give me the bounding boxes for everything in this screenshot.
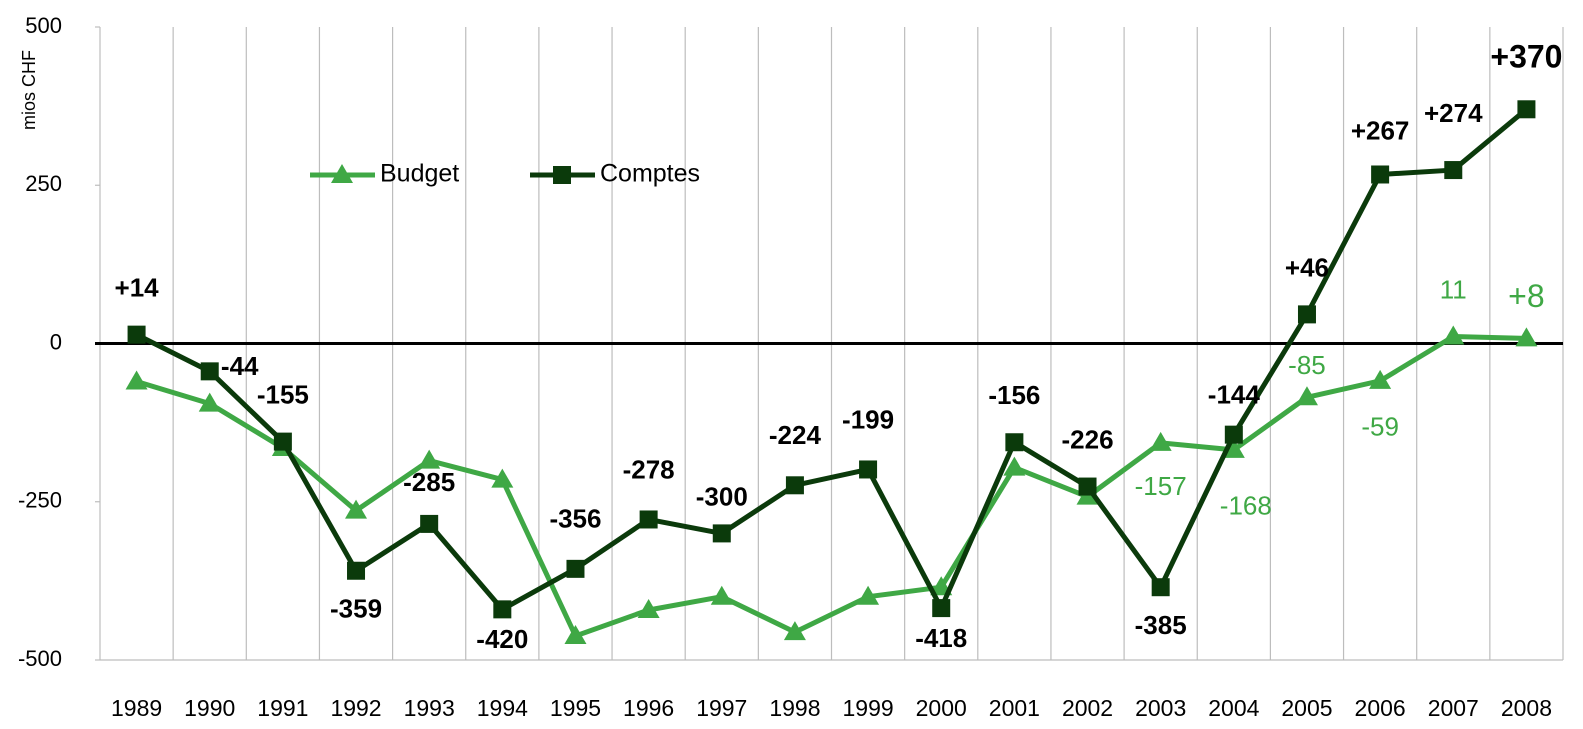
data-label: +370 [1490, 39, 1562, 75]
y-tick-label: 250 [25, 171, 62, 196]
data-label: +267 [1351, 115, 1410, 145]
legend-label: Budget [380, 160, 459, 188]
data-label: +8 [1508, 278, 1544, 314]
point [1224, 425, 1243, 444]
data-label: -199 [842, 404, 894, 434]
point [200, 362, 219, 381]
data-label: -85 [1288, 350, 1326, 380]
data-label: -285 [403, 467, 455, 497]
x-tick-label: 2005 [1281, 695, 1332, 721]
point [932, 599, 951, 618]
point [1369, 369, 1392, 389]
legend-marker [553, 166, 571, 184]
y-tick-label: -500 [18, 646, 62, 671]
x-tick-label: 1992 [330, 695, 381, 721]
data-label: -155 [257, 379, 309, 409]
data-label: -385 [1135, 610, 1187, 640]
legend-marker [331, 164, 353, 183]
point [564, 624, 587, 644]
series-line [135, 334, 1527, 639]
point [710, 585, 733, 605]
data-label: -356 [549, 504, 601, 534]
data-label: -300 [696, 481, 748, 511]
point [857, 585, 880, 605]
point [347, 561, 366, 580]
data-label: -420 [476, 624, 528, 654]
y-tick-label: -250 [18, 488, 62, 513]
data-label: -224 [769, 420, 822, 450]
point [127, 325, 146, 344]
x-tick-label: 1993 [404, 695, 455, 721]
point [1151, 578, 1170, 597]
series-line [135, 107, 1529, 612]
point [637, 598, 660, 618]
point [1149, 431, 1172, 451]
point [1371, 165, 1390, 184]
legend-label: Comptes [600, 160, 700, 188]
data-label: -418 [915, 623, 967, 653]
point [1078, 477, 1097, 496]
point [566, 559, 585, 578]
point [1515, 327, 1538, 347]
data-label: -168 [1220, 491, 1272, 521]
x-tick-label: 1998 [769, 695, 820, 721]
data-label: +46 [1285, 252, 1329, 282]
point [493, 600, 512, 619]
point [1444, 161, 1463, 180]
x-tick-label: 1995 [550, 695, 601, 721]
x-tick-label: 1989 [111, 695, 162, 721]
point [345, 499, 368, 519]
point [418, 449, 441, 469]
data-label: -359 [330, 594, 382, 624]
x-tick-label: 2008 [1501, 695, 1552, 721]
data-label: +14 [115, 273, 160, 303]
point [639, 510, 658, 529]
point [1295, 386, 1318, 406]
point [859, 460, 878, 479]
point [198, 392, 221, 412]
data-label: 11 [1440, 274, 1467, 304]
point [1517, 100, 1536, 119]
data-label: -278 [623, 454, 675, 484]
point [1222, 438, 1245, 458]
x-tick-label: 1994 [477, 695, 528, 721]
y-axis-label: mios CHF [19, 50, 39, 130]
data-label: -226 [1062, 424, 1114, 454]
x-tick-label: 2006 [1355, 695, 1406, 721]
x-tick-label: 2003 [1135, 695, 1186, 721]
x-tick-label: 1999 [842, 695, 893, 721]
point [712, 524, 731, 543]
x-tick-label: 1996 [623, 695, 674, 721]
data-label: -156 [988, 380, 1040, 410]
data-label: -44 [221, 351, 259, 381]
point [785, 476, 804, 495]
y-tick-label: 0 [50, 329, 62, 354]
point [1005, 433, 1024, 452]
point [1003, 456, 1026, 476]
x-tick-label: 2004 [1208, 695, 1259, 721]
point [273, 432, 292, 451]
data-label: -144 [1208, 380, 1261, 410]
x-tick-label: 2000 [916, 695, 967, 721]
x-tick-label: 2001 [989, 695, 1040, 721]
x-tick-label: 1997 [696, 695, 747, 721]
data-label: -157 [1135, 471, 1187, 501]
point [783, 621, 806, 641]
x-tick-label: 2002 [1062, 695, 1113, 721]
point [125, 370, 148, 390]
point [1442, 325, 1465, 345]
x-tick-label: 1991 [257, 695, 308, 721]
data-label: -59 [1361, 412, 1399, 442]
y-tick-label: 500 [25, 13, 62, 38]
data-label: +274 [1424, 98, 1483, 128]
x-tick-label: 2007 [1428, 695, 1479, 721]
point [1297, 305, 1316, 324]
point [491, 468, 514, 488]
x-tick-label: 1990 [184, 695, 235, 721]
point [420, 514, 439, 533]
